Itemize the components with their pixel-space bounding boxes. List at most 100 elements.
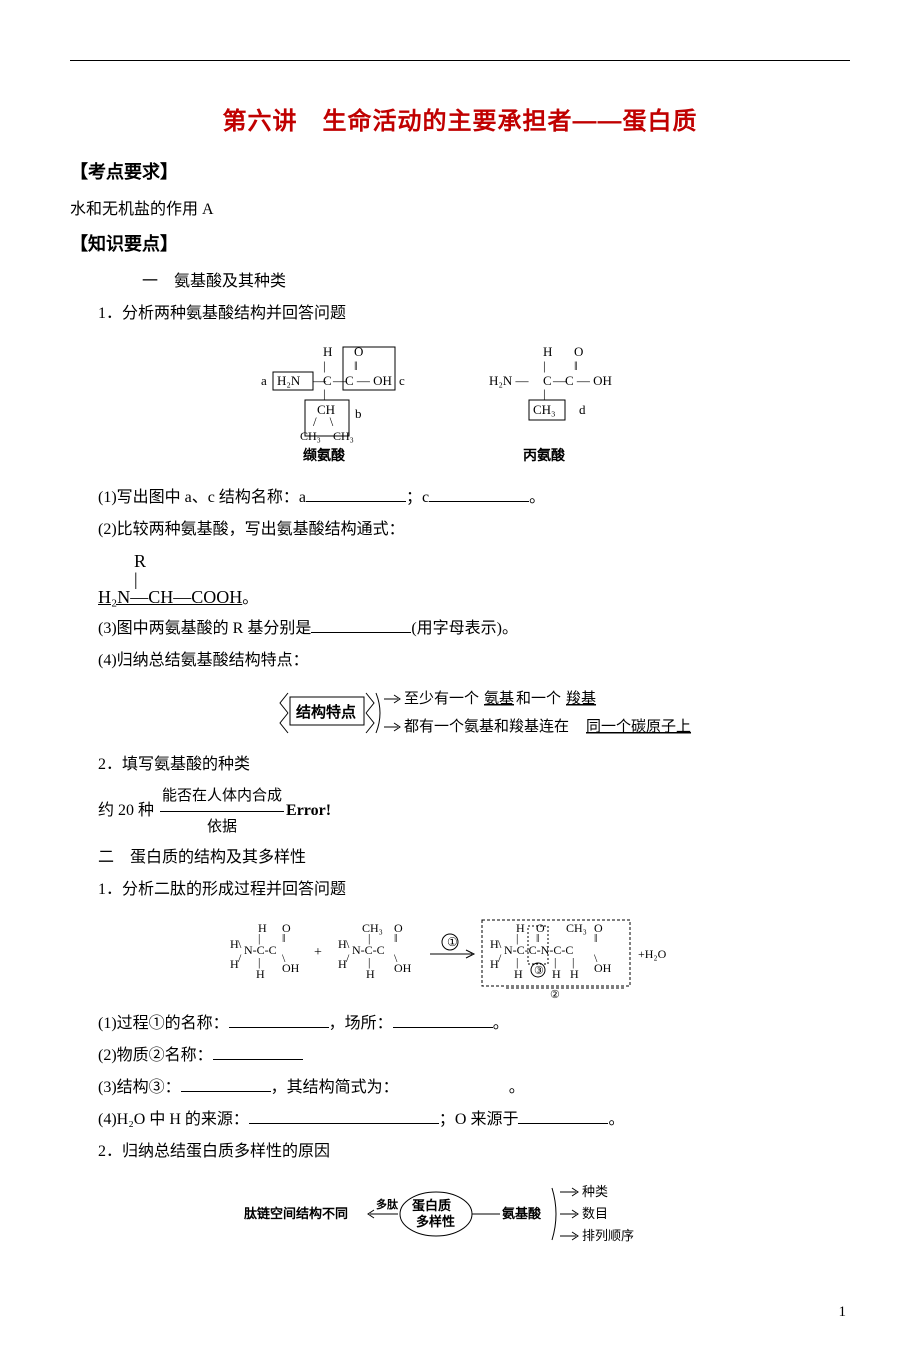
p2-3-pre: (3)结构③： (98, 1079, 181, 1096)
svg-text:H: H (570, 967, 579, 981)
svg-text:多肽: 多肽 (376, 1197, 399, 1211)
p2-q1: 1．分析二肽的形成过程并回答问题 (98, 874, 850, 906)
svg-text:H: H (230, 957, 239, 971)
p2-1: (1)过程①的名称： ，场所： 。 (98, 1008, 850, 1040)
q2-line: 约 20 种 能否在人体内合成 依据 Error! (98, 781, 850, 842)
svg-text:都有一个氨基和羧基连在: 都有一个氨基和羧基连在 (404, 717, 569, 735)
svg-text:数目: 数目 (582, 1206, 608, 1221)
svg-text:H: H (514, 967, 523, 981)
p2-4-end: 。 (608, 1111, 624, 1128)
p2-4-mid: ；O 来源于 (439, 1111, 519, 1128)
svg-text:d: d (579, 402, 586, 417)
page-number: 1 (70, 1304, 850, 1321)
aa-general-formula: R | H₂N—CH—COOH。 (98, 552, 850, 607)
svg-text:丙氨酸: 丙氨酸 (523, 447, 566, 464)
p2-3-end: 。 (509, 1079, 525, 1096)
svg-text:\: \ (346, 937, 350, 951)
p2-2: (2)物质②名称： (98, 1040, 850, 1072)
q1-3: (3)图中两氨基酸的 R 基分别是(用字母表示)。 (98, 613, 850, 645)
svg-text:c: c (399, 373, 405, 388)
p2-1-end: 。 (493, 1015, 509, 1032)
svg-text:‖: ‖ (282, 931, 285, 945)
q1-3-tail: (用字母表示)。 (411, 620, 518, 637)
svg-text:+: + (314, 945, 322, 960)
p2-q2: 2．归纳总结蛋白质多样性的原因 (98, 1136, 850, 1168)
p2-4: (4)H₂O 中 H 的来源：；O 来源于。 (98, 1104, 850, 1136)
blank-a[interactable] (306, 483, 406, 502)
q1-2: (2)比较两种氨基酸，写出氨基酸结构通式： (98, 514, 850, 546)
p2-1-mid: ，场所： (329, 1015, 393, 1032)
svg-text:C — OH: C — OH (345, 373, 392, 388)
svg-text:OH: OH (594, 961, 612, 975)
svg-text:|: | (323, 386, 326, 401)
svg-text:‖: ‖ (354, 358, 358, 373)
svg-text:结构特点: 结构特点 (296, 703, 356, 721)
svg-text:氨基: 氨基 (484, 690, 514, 707)
svg-text:OH: OH (394, 961, 412, 975)
svg-text:①: ① (447, 935, 458, 949)
q2-head: 2．填写氨基酸的种类 (98, 749, 850, 781)
svg-text:和一个: 和一个 (516, 690, 561, 707)
svg-text:a: a (261, 373, 267, 388)
svg-text:|: | (543, 358, 546, 373)
heading-knowledge: 【知识要点】 (70, 230, 850, 256)
q2-num: 能否在人体内合成 (160, 781, 284, 812)
heading-exam-req: 【考点要求】 (70, 158, 850, 184)
svg-text:羧基: 羧基 (566, 689, 596, 707)
p2-3: (3)结构③： ，其结构简式为： 。 (98, 1072, 850, 1104)
blank-hsrc[interactable] (249, 1105, 439, 1124)
q1-1-pre: (1)写出图中 a、c 结构名称：a (98, 489, 306, 506)
blank-r[interactable] (311, 614, 411, 633)
svg-text:O: O (574, 344, 583, 359)
blank-osrc[interactable] (518, 1105, 608, 1124)
svg-text:H: H (552, 967, 561, 981)
svg-text:O: O (354, 344, 363, 359)
q2-error: Error! (286, 802, 331, 819)
svg-text:排列顺序: 排列顺序 (582, 1228, 634, 1243)
svg-text:CH₃: CH₃ (533, 402, 556, 417)
svg-text:‖: ‖ (394, 931, 397, 945)
svg-text:CH₃: CH₃ (300, 429, 321, 443)
svg-text:氨基酸: 氨基酸 (501, 1206, 542, 1221)
svg-text:N-C-C-N-C-C: N-C-C-N-C-C (504, 943, 573, 957)
svg-text:\: \ (498, 937, 502, 951)
p2-3-mid: ，其结构简式为： (271, 1079, 399, 1096)
q2-den: 依据 (160, 812, 284, 842)
q1-4: (4)归纳总结氨基酸结构特点： (98, 645, 850, 677)
blank-proc[interactable] (229, 1009, 329, 1028)
section-2-title: 二 蛋白质的结构及其多样性 (98, 842, 850, 874)
svg-text:CH₃: CH₃ (362, 921, 383, 935)
q1-text: 1．分析两种氨基酸结构并回答问题 (98, 298, 850, 330)
svg-text:|: | (323, 358, 326, 373)
svg-text:C — OH: C — OH (565, 373, 612, 388)
svg-text:‖: ‖ (574, 358, 578, 373)
svg-text:缬氨酸: 缬氨酸 (303, 447, 346, 464)
q1-1-mid: ；c (406, 489, 429, 506)
p2-2-pre: (2)物质②名称： (98, 1047, 213, 1064)
blank-sub2[interactable] (213, 1041, 303, 1060)
svg-text:OH: OH (282, 961, 300, 975)
blank-place[interactable] (393, 1009, 493, 1028)
svg-text:H: H (256, 967, 265, 981)
svg-text:H₂N —: H₂N — (489, 373, 530, 388)
q2-left: 约 20 种 (98, 802, 154, 819)
section-1-title: 一 氨基酸及其种类 (142, 266, 850, 298)
blank-struct3[interactable] (181, 1073, 271, 1092)
svg-text:H: H (543, 344, 552, 359)
svg-text:‖: ‖ (594, 931, 597, 945)
structure-feature-diagram: 结构特点 至少有一个氨基和一个羧基 都有一个氨基和羧基连在同一个碳原子上 (210, 683, 710, 743)
formula-line: H₂N—CH—COOH (98, 587, 242, 607)
svg-text:至少有一个: 至少有一个 (404, 690, 479, 707)
blank-c[interactable] (429, 483, 529, 502)
page-title: 第六讲 生命活动的主要承担者——蛋白质 (70, 101, 850, 136)
svg-text:肽链空间结构不同: 肽链空间结构不同 (244, 1206, 348, 1221)
svg-text:\: \ (238, 937, 242, 951)
svg-text:/ \: / \ (313, 414, 334, 429)
top-rule (70, 60, 850, 61)
svg-text:蛋白质: 蛋白质 (412, 1198, 451, 1213)
svg-text:b: b (355, 406, 362, 421)
req-text: 水和无机盐的作用 A (70, 194, 850, 226)
svg-text:种类: 种类 (582, 1184, 608, 1199)
p2-1-pre: (1)过程①的名称： (98, 1015, 229, 1032)
svg-text:③: ③ (534, 965, 544, 977)
